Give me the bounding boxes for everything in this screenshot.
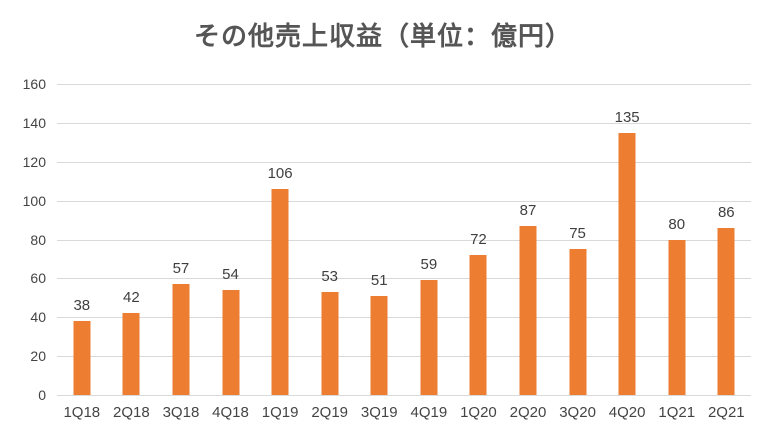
bar-series: 38 42 57 54 106 53 51 59 72 87 75 135 80 86: [57, 84, 751, 395]
chart-title: その他売上収益（単位：億円）: [193, 21, 572, 51]
bar-slot: 53: [305, 84, 355, 395]
x-axis-tick-label: 2Q19: [311, 404, 349, 421]
bar: [172, 284, 190, 395]
bar: [222, 290, 240, 395]
bar: [271, 188, 289, 395]
bar-slot: 57: [156, 84, 206, 395]
gridline: [57, 122, 751, 124]
bar: [569, 249, 587, 395]
bar-value-label: 57: [172, 260, 190, 278]
x-axis-tick-label: 2Q21: [707, 404, 745, 421]
gridline: [57, 395, 751, 396]
gridline: [57, 317, 751, 319]
y-axis-tick-label: 20: [30, 348, 46, 365]
x-axis-tick-label: 1Q21: [658, 404, 696, 421]
y-axis: 0 20 40 60 80 100 120 140 160: [0, 77, 46, 402]
y-axis-tick-label: 80: [30, 231, 46, 248]
x-axis-tick-label: 4Q18: [212, 404, 249, 421]
bar-value-label: 38: [73, 297, 91, 315]
bar: [618, 132, 636, 395]
x-axis: 1Q18 2Q18 3Q18 4Q18 1Q19 2Q19 3Q19 4Q19 1Q20 2Q20…: [57, 395, 751, 420]
bar-value-label: 86: [717, 203, 735, 221]
y-axis-tick-label: 60: [30, 270, 46, 287]
y-axis-tick-label: 160: [22, 76, 46, 92]
bar-slot: 86: [702, 84, 752, 395]
bar-slot: 80: [652, 84, 702, 395]
gridline: [57, 356, 751, 358]
bar-value-label: 75: [569, 225, 586, 243]
bar-value-label: 53: [321, 267, 339, 285]
y-axis-tick-label: 40: [30, 309, 46, 326]
bar: [717, 227, 735, 395]
bar-slot: 59: [404, 84, 454, 395]
bar: [370, 295, 388, 395]
gridline: [57, 278, 751, 280]
x-axis-tick-label: 3Q20: [559, 404, 596, 421]
bar: [668, 239, 686, 395]
bar-slot: 51: [354, 84, 404, 395]
bar-value-label: 106: [267, 164, 293, 182]
bar-slot: 135: [602, 84, 652, 395]
x-axis-tick-label: 3Q18: [162, 404, 200, 421]
bar-value-label: 51: [370, 271, 388, 289]
y-axis-tick-label: 140: [22, 114, 46, 131]
bar-value-label: 59: [420, 256, 438, 274]
bar-value-label: 54: [222, 266, 239, 284]
x-axis-tick-label: 4Q19: [410, 404, 448, 421]
bar-value-label: 87: [519, 201, 537, 219]
gridline: [57, 239, 751, 241]
bar: [469, 255, 487, 395]
bar-slot: 72: [454, 84, 504, 395]
bar: [321, 291, 339, 395]
bar-value-label: 80: [668, 215, 686, 233]
gridline: [57, 200, 751, 202]
x-axis-tick-label: 2Q18: [113, 404, 150, 421]
bar-value-label: 135: [614, 108, 640, 126]
bar: [122, 313, 140, 395]
plot-area: 38 42 57 54 106 53 51 59 72 87 75 135 80 86: [57, 84, 751, 396]
y-axis-tick-label: 120: [22, 153, 46, 170]
bar-slot: 75: [553, 84, 603, 395]
gridline: [57, 161, 751, 163]
bar-value-label: 72: [470, 231, 487, 249]
y-axis-tick-label: 0: [38, 387, 46, 403]
y-axis-tick-label: 100: [22, 192, 46, 209]
bar-slot: 106: [255, 84, 305, 395]
bar-slot: 87: [503, 84, 553, 395]
bar-value-label: 42: [123, 289, 140, 307]
bar: [420, 280, 438, 395]
x-axis-tick-label: 1Q19: [261, 404, 299, 421]
bar: [519, 225, 537, 395]
bar-slot: 42: [107, 84, 157, 395]
bar-slot: 38: [57, 84, 107, 395]
x-axis-tick-label: 2Q20: [509, 404, 547, 421]
bar: [73, 321, 91, 395]
x-axis-tick-label: 1Q18: [63, 404, 101, 421]
x-axis-tick-label: 3Q19: [360, 404, 398, 421]
x-axis-tick-label: 4Q20: [608, 404, 646, 421]
bar-slot: 54: [206, 84, 256, 395]
gridline: [57, 84, 751, 85]
x-axis-tick-label: 1Q20: [460, 404, 497, 421]
